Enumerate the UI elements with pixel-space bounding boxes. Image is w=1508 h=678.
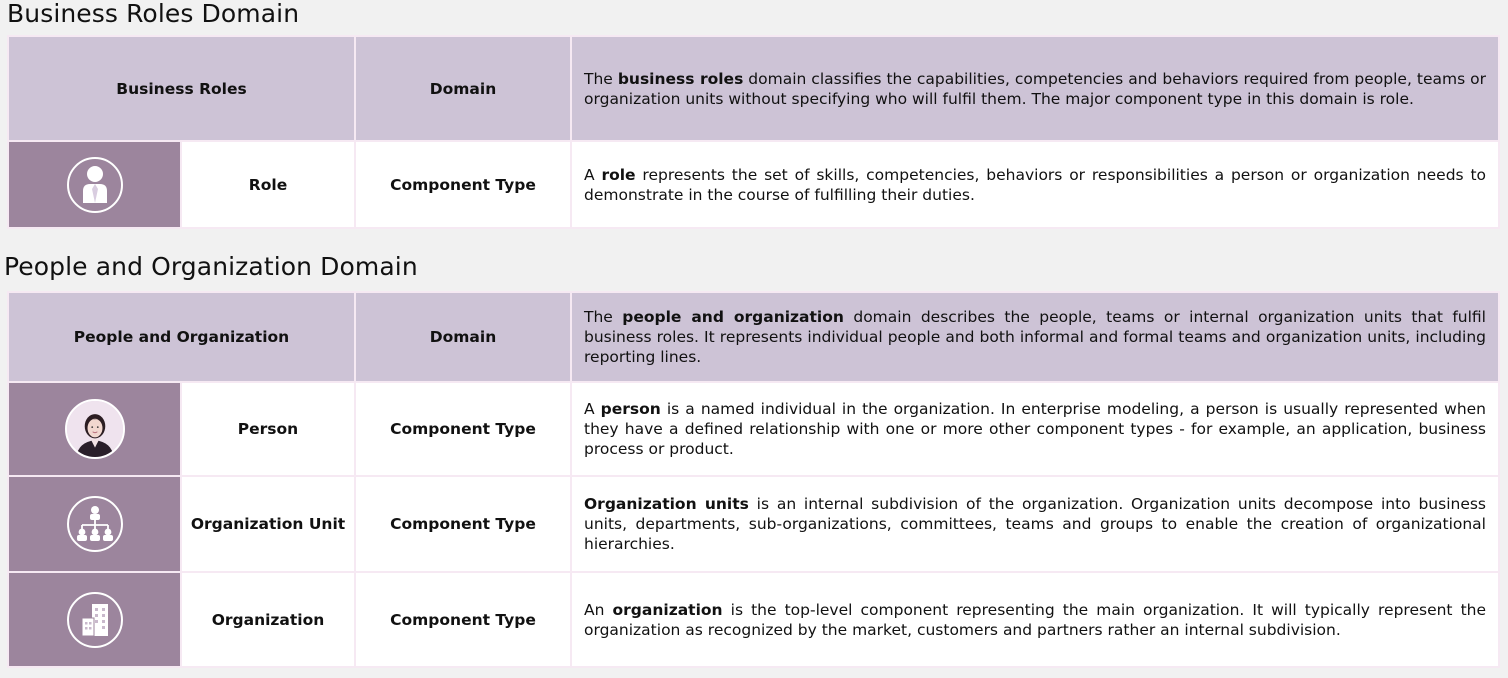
description-keyword: Organization units bbox=[584, 495, 749, 513]
table-row: Organization Component Type An organizat… bbox=[7, 571, 1500, 668]
component-description: Organization units is an internal subdiv… bbox=[570, 475, 1500, 573]
component-name: Person bbox=[180, 381, 356, 477]
table-row: Person Component Type A person is a name… bbox=[7, 381, 1500, 477]
domain-type: Domain bbox=[354, 291, 572, 383]
person-photo-icon bbox=[64, 399, 125, 459]
component-name: Organization Unit bbox=[180, 475, 356, 573]
description-keyword: person bbox=[600, 400, 661, 418]
component-description: A person is a named individual in the or… bbox=[570, 381, 1500, 477]
domain-name: People and Organization bbox=[7, 291, 356, 383]
people-organization-table: People and Organization Domain The peopl… bbox=[7, 291, 1500, 668]
description-keyword: role bbox=[601, 165, 636, 184]
role-icon bbox=[66, 156, 123, 213]
domain-description: The people and organization domain descr… bbox=[570, 291, 1500, 383]
component-type: Component Type bbox=[354, 475, 572, 573]
component-type: Component Type bbox=[354, 140, 573, 229]
component-name: Organization bbox=[180, 571, 356, 668]
domain-header-row: People and Organization Domain The peopl… bbox=[7, 291, 1500, 383]
business-roles-table: Business Roles Domain The business roles… bbox=[6, 35, 1501, 229]
domain-name: Business Roles bbox=[6, 35, 357, 142]
domain-description: The business roles domain classifies the… bbox=[570, 35, 1501, 142]
table-row: Organization Unit Component Type Organiz… bbox=[7, 475, 1500, 573]
icon-cell bbox=[7, 381, 182, 477]
section-title-business-roles: Business Roles Domain bbox=[7, 0, 300, 28]
component-type: Component Type bbox=[354, 571, 572, 668]
icon-cell bbox=[7, 571, 182, 668]
icon-cell bbox=[7, 475, 182, 573]
domain-type: Domain bbox=[354, 35, 573, 142]
domain-header-row: Business Roles Domain The business roles… bbox=[6, 35, 1501, 142]
description-keyword: people and organization bbox=[622, 308, 844, 326]
component-description: A role represents the set of skills, com… bbox=[570, 140, 1501, 229]
section-title-people-organization: People and Organization Domain bbox=[4, 252, 418, 281]
component-name: Role bbox=[179, 140, 357, 229]
component-type: Component Type bbox=[354, 381, 572, 477]
table-row: Role Component Type A role represents th… bbox=[7, 140, 1501, 229]
buildings-icon bbox=[66, 591, 123, 648]
description-keyword: organization bbox=[612, 600, 723, 619]
org-chart-icon bbox=[66, 496, 123, 552]
description-keyword: business roles bbox=[617, 69, 744, 88]
icon-cell bbox=[7, 140, 182, 229]
component-description: An organization is the top-level compone… bbox=[570, 571, 1500, 668]
